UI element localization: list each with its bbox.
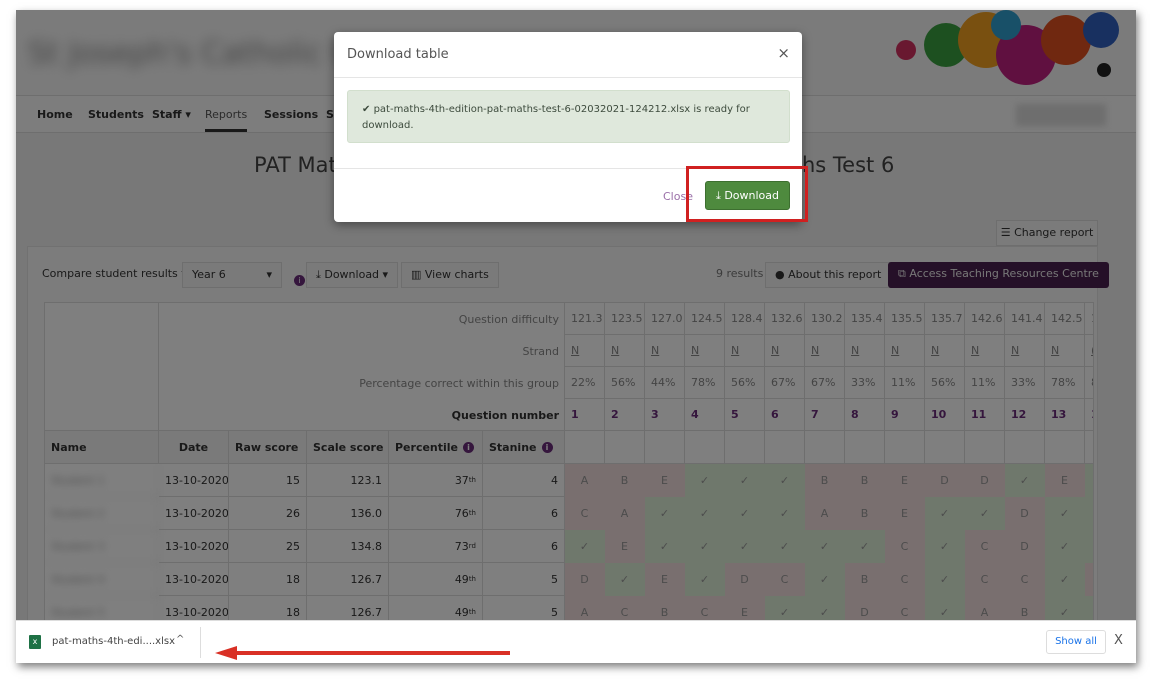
close-button[interactable]: Close: [663, 190, 693, 203]
modal-title: Download table: [347, 47, 449, 62]
download-icon: ⤓: [715, 189, 725, 202]
close-icon[interactable]: ×: [777, 44, 790, 62]
highlight-box: [686, 166, 808, 222]
browser-window: St Joseph's Catholic College Home Studen…: [16, 10, 1136, 663]
chevron-up-icon[interactable]: ^: [176, 634, 185, 645]
success-alert: ✔ pat-maths-4th-edition-pat-maths-test-6…: [347, 90, 790, 143]
close-download-bar-icon[interactable]: X: [1114, 633, 1123, 648]
download-button[interactable]: ⤓ Download: [705, 181, 790, 210]
check-circle-icon: ✔: [362, 104, 374, 115]
show-all-button[interactable]: Show all: [1046, 630, 1106, 654]
download-modal: Download table × ✔ pat-maths-4th-edition…: [334, 32, 802, 222]
red-arrow-annotation: [215, 646, 510, 660]
alert-message: pat-maths-4th-edition-pat-maths-test-6-0…: [362, 104, 750, 131]
download-bar: x pat-maths-4th-edi....xlsx ^ Show all X: [16, 620, 1136, 663]
downloaded-file[interactable]: pat-maths-4th-edi....xlsx: [52, 636, 175, 647]
download-button-label: Download: [724, 189, 780, 202]
excel-file-icon: x: [29, 635, 41, 649]
